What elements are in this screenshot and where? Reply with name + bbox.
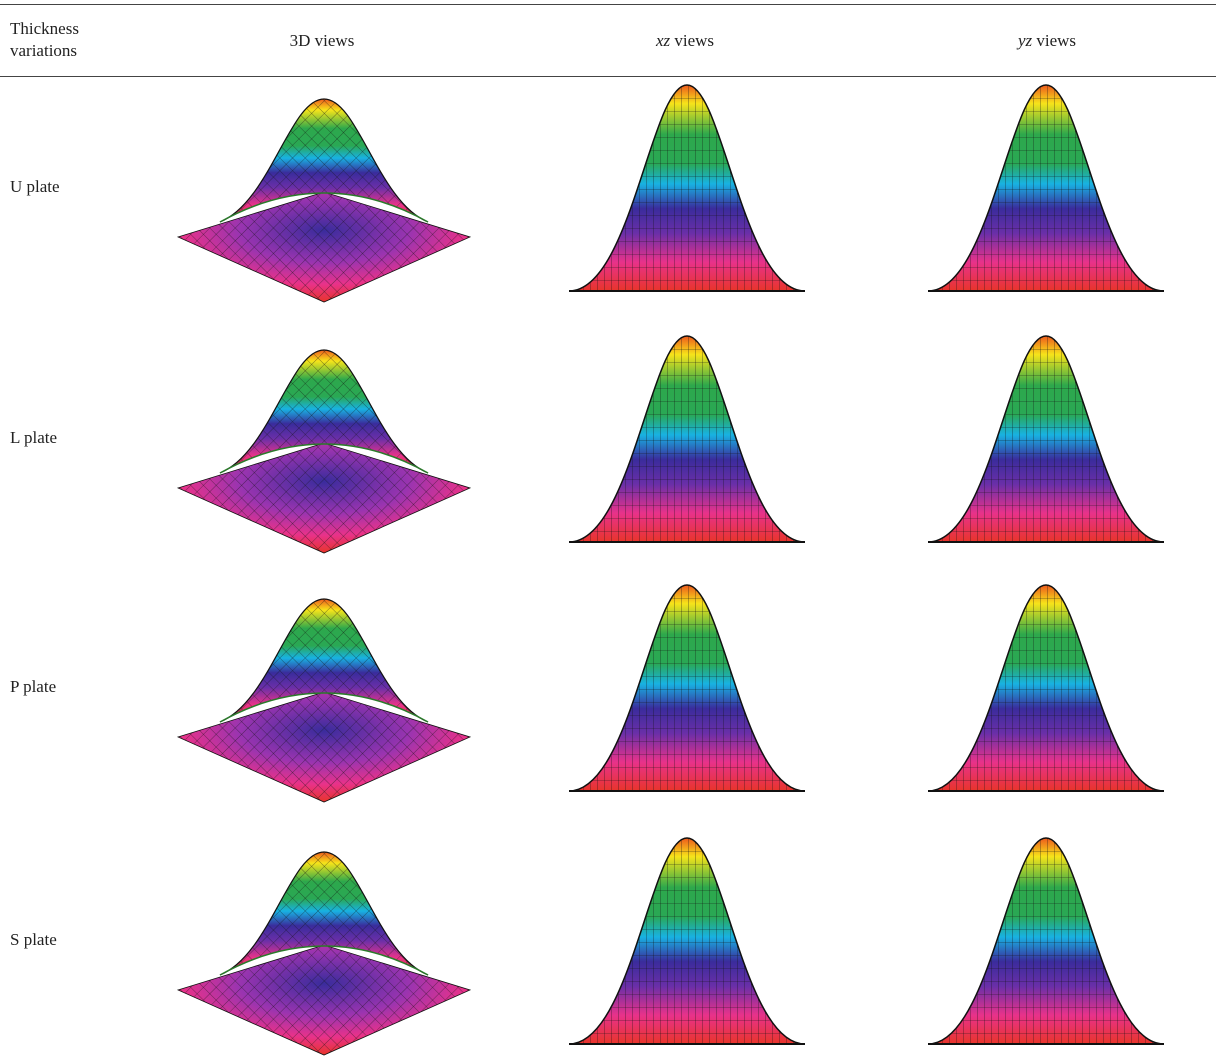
plate-yz-view [928,838,1164,1044]
plate-xz-view [569,585,805,791]
page: Thickness variations 3D views xz views y… [0,0,1216,1056]
plate-yz-view [928,85,1164,291]
plate-yz-view [928,585,1164,791]
row-label: P plate [10,677,56,697]
plate-3d-view [178,599,470,802]
row-label: U plate [10,177,60,197]
row-label: L plate [10,428,57,448]
plate-3d-view [178,350,470,553]
plate-yz-view [928,336,1164,542]
plate-xz-view [569,336,805,542]
figures [0,0,1216,1056]
plate-3d-view [178,852,470,1055]
plate-xz-view [569,85,805,291]
row-label: S plate [10,930,57,950]
plate-3d-view [178,99,470,302]
plate-xz-view [569,838,805,1044]
